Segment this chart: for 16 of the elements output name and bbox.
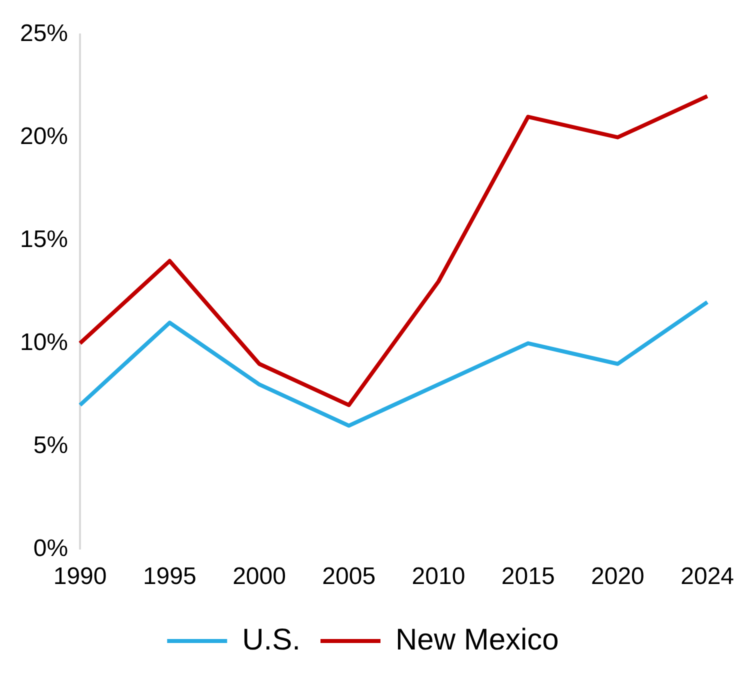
y-tick-label: 0% — [33, 534, 68, 562]
x-tick-label: 1990 — [53, 563, 107, 590]
x-tick-label: 2020 — [591, 563, 644, 590]
y-tick-label: 15% — [20, 226, 68, 253]
x-tick-label: 2015 — [501, 563, 555, 590]
x-tick-label: 2024 — [680, 563, 734, 590]
legend-label: New Mexico — [395, 623, 559, 656]
x-tick-label: 1995 — [142, 563, 196, 590]
x-tick-label: 2010 — [412, 563, 466, 590]
y-tick-label: 10% — [20, 328, 68, 356]
x-tick-label: 2005 — [322, 563, 376, 590]
y-tick-label: 25% — [20, 20, 68, 48]
y-tick-label: 20% — [20, 122, 68, 150]
x-tick-label: 2000 — [232, 563, 286, 590]
y-tick-label: 5% — [33, 432, 68, 459]
legend-label: U.S. — [242, 623, 300, 656]
